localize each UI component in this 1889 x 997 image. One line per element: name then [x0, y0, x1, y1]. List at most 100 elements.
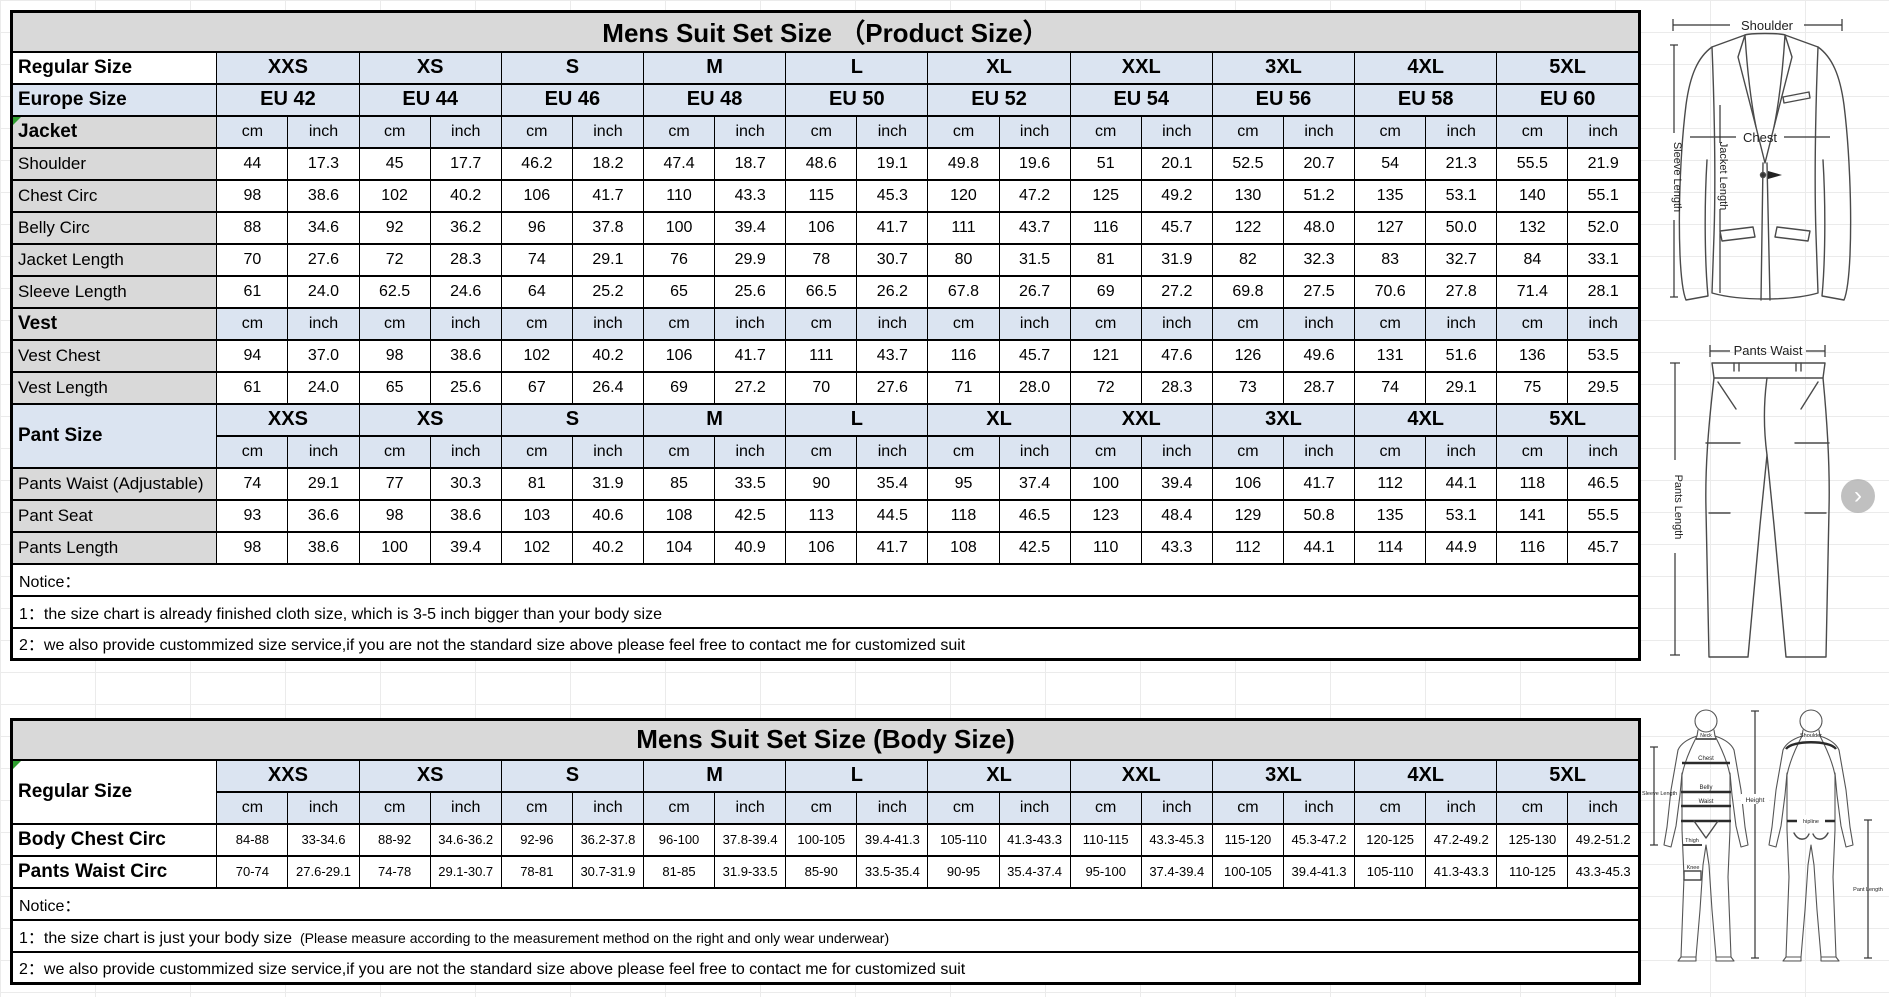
value-cell: 53.5: [1567, 338, 1640, 373]
size-header: S: [500, 402, 644, 437]
value-cell: 65: [358, 370, 431, 405]
unit-cm: cm: [927, 790, 1000, 825]
value-cell: 100: [358, 530, 431, 565]
value-cell: 141: [1496, 498, 1569, 533]
value-cell: 118: [927, 498, 1000, 533]
value-cell: 25.6: [429, 370, 502, 405]
value-cell: 48.0: [1282, 210, 1356, 245]
value-cell: 27.8: [1425, 274, 1498, 309]
value-cell: 37.4: [998, 466, 1071, 501]
value-cell: 74: [1354, 370, 1427, 405]
value-cell: 33.5-35.4: [856, 854, 929, 889]
value-cell: 66.5: [785, 274, 858, 309]
table-row: cm inch cm inch cm inch cm inch cm inch cm inch cm in…: [12, 434, 1640, 469]
value-cell: 70-74: [216, 854, 289, 889]
unit-cm: cm: [1496, 790, 1569, 825]
unit-cm: cm: [216, 306, 289, 341]
note-text: 2：we also provide custommized size servi…: [19, 637, 966, 655]
notice-row: 1：the size chart is already finished clo…: [11, 594, 1640, 629]
value-cell: 114: [1354, 530, 1427, 565]
value-cell: 88-92: [358, 822, 431, 857]
value-cell: 80: [927, 242, 1000, 277]
value-cell: 43.3-45.3: [1567, 854, 1640, 889]
value-cell: 78: [785, 242, 858, 277]
value-cell: 41.7: [571, 178, 644, 213]
unit-inch: inch: [1567, 306, 1640, 341]
unit-inch: inch: [1140, 114, 1213, 149]
table-row: Regular Size XXS XS S M L XL XXL 3XL 4XL 5XL: [10, 50, 1640, 85]
unit-inch: inch: [571, 790, 644, 825]
value-cell: 47.6: [1140, 338, 1213, 373]
value-cell: 28.0: [998, 370, 1071, 405]
table-row: Sleeve Length 61 24.0 62.5 24.6 64 25.2 65 25.6 6…: [10, 274, 1640, 309]
value-cell: 90: [785, 466, 858, 501]
unit-cm: cm: [1354, 434, 1427, 469]
unit-cm: cm: [1211, 114, 1284, 149]
row-label: Vest Length: [10, 370, 218, 405]
value-cell: 74: [500, 242, 573, 277]
size-header: EU 46: [500, 82, 644, 117]
size-header: 5XL: [1496, 758, 1640, 793]
size-header: M: [642, 758, 787, 793]
table-row: Pants Waist (Adjustable) 74 29.1 77 30.3 81 31…: [10, 466, 1640, 501]
unit-inch: inch: [714, 434, 787, 469]
value-cell: 31.9: [571, 466, 644, 501]
value-cell: 18.7: [714, 146, 787, 181]
size-header: 4XL: [1354, 50, 1498, 85]
size-header: EU 52: [927, 82, 1071, 117]
notice-row: 2：we also provide custommized size servi…: [11, 626, 1640, 661]
value-cell: 70: [216, 242, 289, 277]
value-cell: 45.3: [856, 178, 929, 213]
value-cell: 92: [358, 210, 431, 245]
size-header: 4XL: [1354, 758, 1498, 793]
value-cell: 106: [785, 530, 858, 565]
value-cell: 84-88: [216, 822, 289, 857]
body-belly-label: Belly: [1699, 785, 1712, 791]
table-row: Body Chest Circ 84-88 33-34.6 88-92 34.6-36.…: [10, 822, 1640, 857]
unit-cm: cm: [1354, 114, 1427, 149]
value-cell: 118: [1496, 466, 1569, 501]
pants-waist-label: Pants Waist: [1734, 343, 1803, 358]
value-cell: 26.7: [998, 274, 1071, 309]
value-cell: 19.1: [856, 146, 929, 181]
table-row: cm inch cm inch cm inch cm inch cm inch cm inch cm in…: [12, 790, 1640, 825]
value-cell: 41.3-43.3: [1425, 854, 1498, 889]
value-cell: 62.5: [358, 274, 431, 309]
value-cell: 31.5: [998, 242, 1071, 277]
row-label: Sleeve Length: [10, 274, 218, 309]
value-cell: 40.2: [571, 530, 644, 565]
note-subtext: (Please measure according to the measure…: [300, 929, 890, 946]
unit-cm: cm: [785, 114, 858, 149]
row-label: Pant Seat: [10, 498, 218, 533]
value-cell: 21.3: [1425, 146, 1498, 181]
value-cell: 48.4: [1140, 498, 1213, 533]
carousel-next-button[interactable]: ›: [1841, 479, 1875, 513]
row-label: Belly Circ: [10, 210, 218, 245]
size-header: EU 42: [216, 82, 360, 117]
unit-inch: inch: [429, 434, 502, 469]
value-cell: 93: [216, 498, 289, 533]
unit-inch: inch: [571, 434, 644, 469]
value-cell: 50.8: [1282, 498, 1356, 533]
unit-cm: cm: [500, 306, 573, 341]
unit-cm: cm: [1069, 306, 1142, 341]
value-cell: 125: [1069, 178, 1142, 213]
value-cell: 30.3: [429, 466, 502, 501]
table-row: Shoulder 44 17.3 45 17.7 46.2 18.2 47.4 18.7 48.6…: [10, 146, 1640, 181]
row-label: Pants Length: [10, 530, 218, 565]
value-cell: 24.0: [287, 370, 360, 405]
value-cell: 45: [358, 146, 431, 181]
value-cell: 29.1-30.7: [429, 854, 502, 889]
table-row: Vest Length 61 24.0 65 25.6 67 26.4 69 27.2 70 27.…: [10, 370, 1640, 405]
value-cell: 31.9-33.5: [714, 854, 787, 889]
value-cell: 49.6: [1282, 338, 1356, 373]
value-cell: 88: [216, 210, 289, 245]
body-height-label: Height: [1746, 797, 1765, 804]
value-cell: 102: [500, 338, 573, 373]
value-cell: 37.0: [287, 338, 360, 373]
value-cell: 44.1: [1282, 530, 1356, 565]
table-row: Regular Size XXS XS S M L XL XXL 3XL 4XL 5XL: [10, 758, 1640, 825]
value-cell: 102: [500, 530, 573, 565]
unit-cm: cm: [500, 114, 573, 149]
